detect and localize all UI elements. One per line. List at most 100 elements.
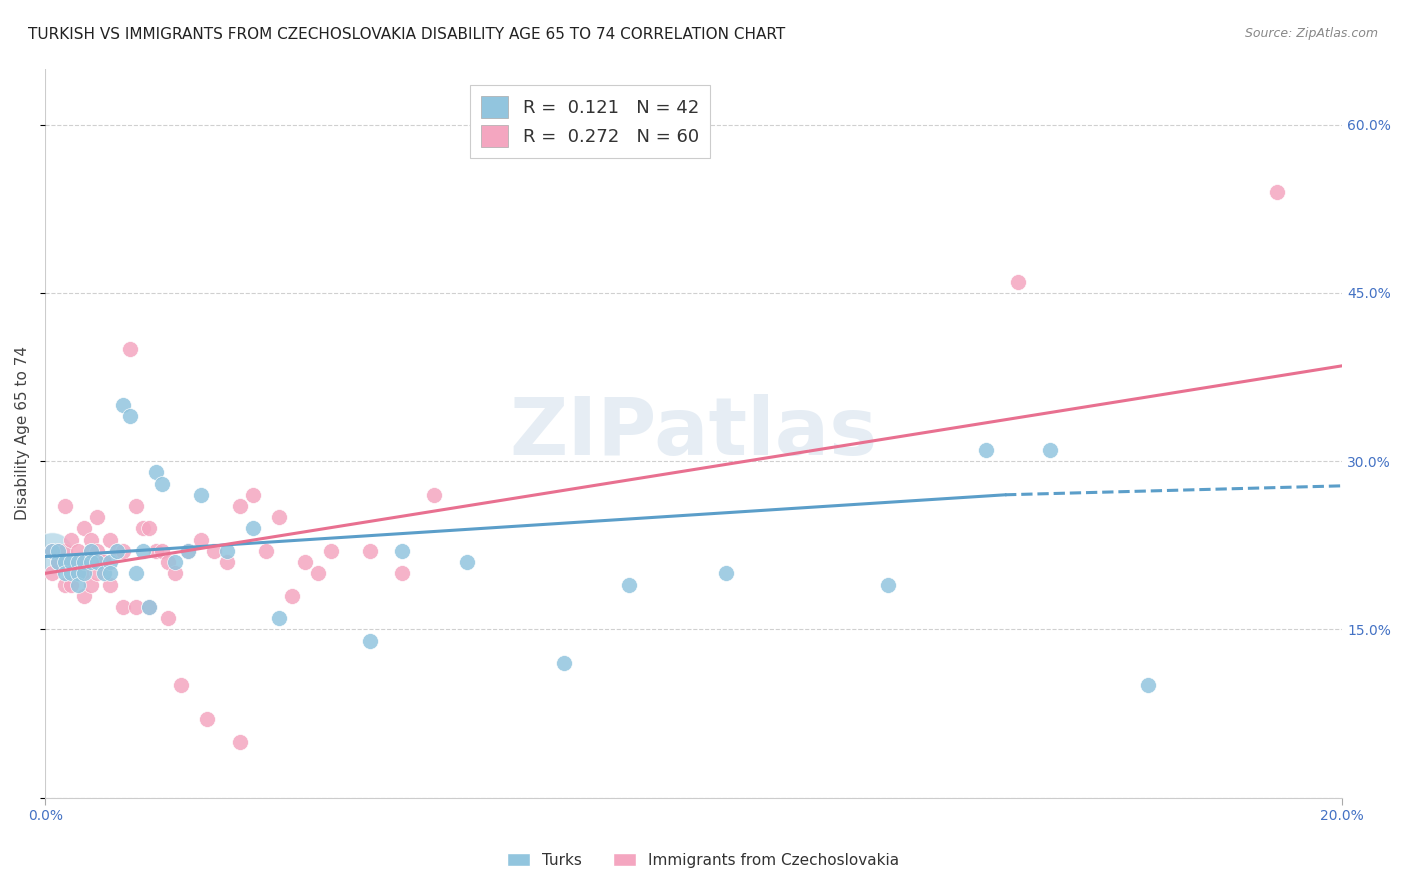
Point — [98, 566, 121, 581]
Point — [86, 566, 108, 581]
Point — [93, 566, 115, 581]
Point — [66, 566, 89, 581]
Point — [46, 544, 69, 558]
Point — [79, 577, 101, 591]
Point — [138, 599, 160, 614]
Point — [974, 442, 997, 457]
Point — [197, 712, 219, 726]
Point — [319, 544, 342, 558]
Point — [145, 544, 167, 558]
Point — [41, 544, 63, 558]
Point — [1007, 275, 1029, 289]
Point — [177, 544, 200, 558]
Point — [190, 533, 212, 547]
Point — [73, 566, 96, 581]
Point — [163, 566, 186, 581]
Point — [118, 342, 141, 356]
Point — [254, 544, 277, 558]
Point — [553, 656, 575, 670]
Point — [79, 555, 101, 569]
Point — [294, 555, 316, 569]
Point — [66, 566, 89, 581]
Point — [138, 599, 160, 614]
Point — [53, 555, 76, 569]
Point — [73, 566, 96, 581]
Point — [150, 476, 173, 491]
Point — [105, 544, 128, 558]
Point — [105, 544, 128, 558]
Point — [391, 544, 413, 558]
Point — [877, 577, 900, 591]
Point — [423, 488, 446, 502]
Point — [1039, 442, 1062, 457]
Point — [53, 544, 76, 558]
Point — [118, 409, 141, 424]
Point — [280, 589, 302, 603]
Point — [215, 544, 238, 558]
Point — [359, 633, 381, 648]
Point — [125, 566, 148, 581]
Point — [66, 544, 89, 558]
Point — [242, 521, 264, 535]
Point — [145, 466, 167, 480]
Point — [73, 555, 96, 569]
Point — [177, 544, 200, 558]
Point — [202, 544, 225, 558]
Point — [60, 555, 83, 569]
Point — [86, 555, 108, 569]
Point — [359, 544, 381, 558]
Point — [98, 555, 121, 569]
Point — [112, 599, 135, 614]
Point — [41, 546, 63, 560]
Point — [41, 566, 63, 581]
Point — [131, 521, 153, 535]
Point — [46, 555, 69, 569]
Point — [170, 678, 193, 692]
Point — [131, 544, 153, 558]
Point — [79, 544, 101, 558]
Point — [157, 611, 180, 625]
Point — [53, 499, 76, 513]
Point — [66, 577, 89, 591]
Y-axis label: Disability Age 65 to 74: Disability Age 65 to 74 — [15, 346, 30, 520]
Point — [46, 544, 69, 558]
Point — [112, 544, 135, 558]
Point — [53, 566, 76, 581]
Point — [138, 521, 160, 535]
Legend: Turks, Immigrants from Czechoslovakia: Turks, Immigrants from Czechoslovakia — [499, 845, 907, 875]
Point — [60, 566, 83, 581]
Point — [157, 555, 180, 569]
Point — [125, 599, 148, 614]
Point — [60, 577, 83, 591]
Point — [714, 566, 737, 581]
Point — [1136, 678, 1159, 692]
Point — [66, 555, 89, 569]
Point — [190, 488, 212, 502]
Point — [93, 555, 115, 569]
Point — [1267, 185, 1289, 199]
Point — [307, 566, 329, 581]
Point — [60, 533, 83, 547]
Point — [125, 499, 148, 513]
Point — [53, 577, 76, 591]
Point — [112, 398, 135, 412]
Point — [93, 555, 115, 569]
Legend: R =  0.121   N = 42, R =  0.272   N = 60: R = 0.121 N = 42, R = 0.272 N = 60 — [470, 85, 710, 158]
Point — [41, 544, 63, 558]
Point — [79, 533, 101, 547]
Point — [163, 555, 186, 569]
Point — [66, 555, 89, 569]
Point — [391, 566, 413, 581]
Point — [73, 589, 96, 603]
Point — [86, 544, 108, 558]
Point — [73, 521, 96, 535]
Point — [98, 577, 121, 591]
Point — [229, 499, 252, 513]
Point — [150, 544, 173, 558]
Point — [267, 611, 290, 625]
Text: Source: ZipAtlas.com: Source: ZipAtlas.com — [1244, 27, 1378, 40]
Point — [267, 510, 290, 524]
Point — [46, 555, 69, 569]
Point — [79, 544, 101, 558]
Text: ZIPatlas: ZIPatlas — [509, 394, 877, 472]
